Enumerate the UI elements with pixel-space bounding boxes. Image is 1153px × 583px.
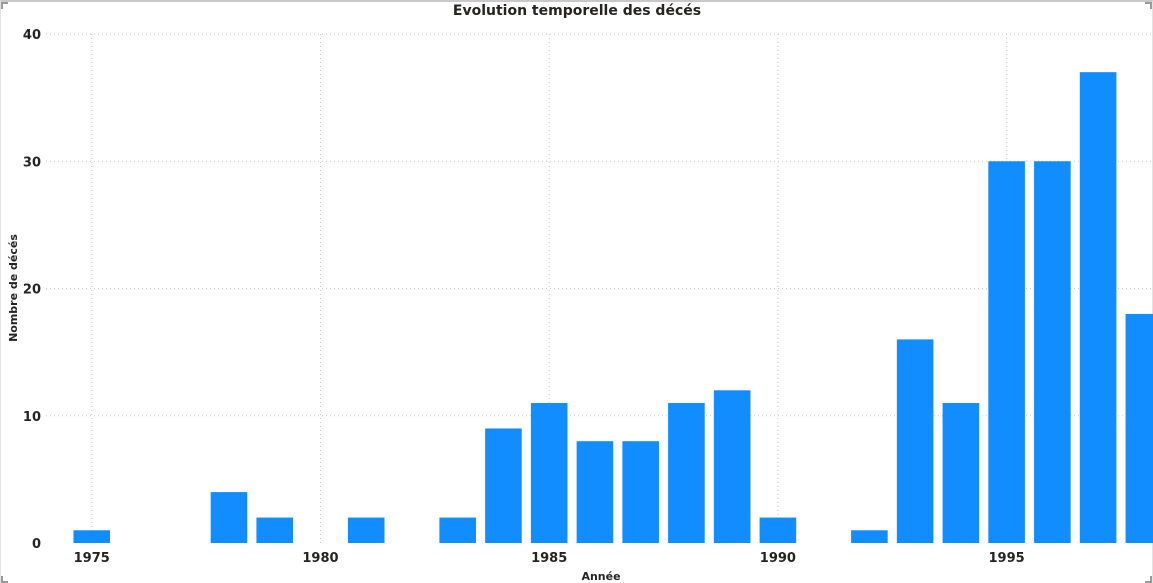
x-tick-label: 1985 <box>531 551 567 566</box>
bar-1993[interactable] <box>896 339 934 543</box>
bar-1994[interactable] <box>942 403 980 543</box>
resize-handle-top-left[interactable] <box>1 2 8 9</box>
bar-1983[interactable] <box>439 517 476 543</box>
bar-1992[interactable] <box>851 530 888 543</box>
bars <box>73 72 1153 544</box>
x-tick-label: 1975 <box>74 551 110 566</box>
y-gridlines <box>46 33 1153 417</box>
y-tick-labels: 0 10 20 30 40 <box>23 28 41 552</box>
resize-handle-bottom-right[interactable] <box>1145 576 1152 583</box>
y-tick-label: 0 <box>32 537 41 552</box>
x-axis-title: Année <box>581 570 620 583</box>
resize-handle-bottom-left[interactable] <box>1 576 8 583</box>
y-tick-label: 30 <box>23 155 41 170</box>
bar-1996[interactable] <box>1034 161 1071 543</box>
bar-1984[interactable] <box>485 428 522 543</box>
bar-1988[interactable] <box>668 403 705 543</box>
x-tick-label: 1990 <box>760 551 796 566</box>
y-tick-label: 20 <box>23 283 41 298</box>
y-axis-title: Nombre de décés <box>7 234 20 342</box>
bar-1995[interactable] <box>988 161 1025 543</box>
x-tick-label: 1980 <box>302 551 338 566</box>
bar-1986[interactable] <box>576 441 614 543</box>
bar-1985[interactable] <box>530 403 568 543</box>
bar-1975[interactable] <box>73 530 111 543</box>
y-tick-label: 40 <box>23 28 41 43</box>
y-tick-label: 10 <box>23 410 41 425</box>
x-tick-labels: 1975 1980 1985 1990 1995 <box>74 551 1025 566</box>
bar-1979[interactable] <box>256 517 294 543</box>
chart-title: Evolution temporelle des décés <box>453 3 701 19</box>
bar-1990[interactable] <box>759 517 797 543</box>
bar-1989[interactable] <box>713 390 751 543</box>
bar-1987[interactable] <box>622 441 659 543</box>
bar-1997[interactable] <box>1079 72 1117 544</box>
bar-1981[interactable] <box>347 517 385 543</box>
bar-1998[interactable] <box>1125 313 1153 543</box>
x-tick-label: 1995 <box>989 551 1025 566</box>
bar-1978[interactable] <box>210 492 248 543</box>
resize-handle-top-right[interactable] <box>1145 2 1152 9</box>
